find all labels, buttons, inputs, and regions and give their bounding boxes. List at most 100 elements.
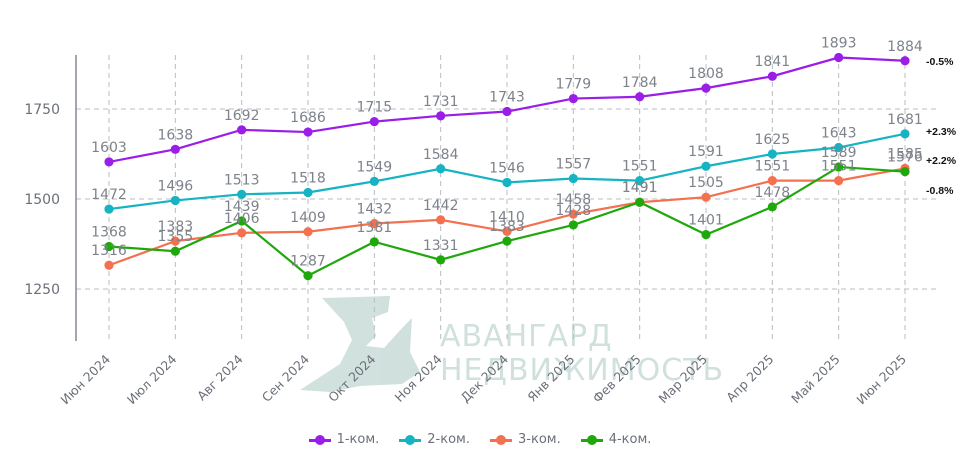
data-point[interactable]: [104, 204, 114, 214]
data-label: 1625: [755, 132, 791, 148]
data-label: 1546: [489, 160, 525, 176]
data-point[interactable]: [237, 216, 247, 226]
data-label: 1491: [622, 180, 658, 196]
data-point[interactable]: [701, 230, 711, 240]
data-point[interactable]: [701, 83, 711, 93]
data-point[interactable]: [568, 173, 578, 184]
data-point[interactable]: [104, 241, 114, 252]
data-label: 1576: [887, 150, 923, 166]
data-label: 1692: [224, 108, 260, 124]
data-label: 1893: [821, 36, 857, 52]
data-point[interactable]: [170, 246, 180, 256]
change-label: +2.3%: [926, 126, 957, 138]
data-label: 1478: [755, 185, 791, 201]
data-point[interactable]: [568, 93, 578, 104]
data-point[interactable]: [369, 218, 379, 229]
data-label: 1784: [622, 75, 658, 91]
data-point[interactable]: [303, 127, 313, 137]
data-point[interactable]: [369, 117, 379, 127]
data-point[interactable]: [303, 227, 313, 237]
watermark-line2: НЕДВИЖИМОСТЬ: [440, 353, 724, 388]
y-tick-label: 1500: [24, 192, 60, 208]
data-point[interactable]: [635, 176, 645, 186]
data-point[interactable]: [502, 177, 512, 188]
data-point[interactable]: [767, 149, 777, 159]
data-point[interactable]: [170, 236, 180, 246]
data-point[interactable]: [303, 187, 313, 198]
legend-label: 3-ком.: [518, 432, 561, 447]
data-point[interactable]: [834, 162, 844, 172]
data-label: 1584: [423, 147, 459, 163]
data-point[interactable]: [369, 237, 379, 247]
data-label: 1287: [290, 254, 326, 270]
data-point[interactable]: [568, 220, 578, 230]
data-label: 1401: [688, 213, 724, 229]
data-label: 1496: [158, 178, 194, 194]
legend-marker-icon: [580, 434, 603, 445]
data-label: 1551: [755, 159, 791, 175]
data-label: 1316: [91, 243, 127, 259]
data-point[interactable]: [436, 255, 446, 265]
data-label: 1513: [224, 172, 260, 188]
data-point[interactable]: [237, 125, 247, 135]
data-point[interactable]: [635, 197, 645, 207]
data-point[interactable]: [900, 129, 910, 139]
legend-item[interactable]: 1-ком.: [308, 432, 380, 447]
data-label: 1808: [688, 66, 724, 82]
data-label: 1884: [887, 39, 923, 55]
series-lines: [104, 52, 910, 281]
data-point[interactable]: [900, 56, 910, 66]
legend-item[interactable]: 4-ком.: [580, 432, 652, 447]
legend-item[interactable]: 3-ком.: [490, 432, 561, 447]
knight-icon: [300, 296, 420, 392]
data-point[interactable]: [237, 228, 247, 238]
data-point[interactable]: [635, 92, 645, 102]
y-tick-label: 1250: [24, 282, 60, 298]
data-label: 1491: [622, 180, 658, 196]
y-axis-ticks: 1250 1500 1750: [24, 102, 60, 298]
data-point[interactable]: [502, 236, 512, 246]
data-point[interactable]: [237, 189, 247, 199]
legend-label: 4-ком.: [608, 432, 652, 447]
data-label: 1439: [224, 199, 260, 215]
data-point[interactable]: [701, 161, 711, 171]
data-point[interactable]: [568, 209, 578, 219]
data-point[interactable]: [170, 144, 180, 154]
data-point[interactable]: [767, 71, 777, 81]
data-label: 1589: [821, 145, 857, 161]
data-point[interactable]: [436, 215, 446, 225]
legend-marker-icon: [399, 434, 422, 445]
data-point[interactable]: [104, 157, 114, 167]
x-tick-label: Май 2025: [788, 352, 843, 407]
data-point[interactable]: [701, 192, 711, 202]
legend-item[interactable]: 2-ком.: [399, 432, 470, 447]
data-point[interactable]: [767, 202, 777, 212]
legend: 1-ком. 2-ком. 3-ком. 4-ком.: [0, 432, 960, 447]
data-labels: 1603 1638 1692 1686 1715 1731 1743 1779 1784 1808…: [91, 36, 923, 270]
data-point[interactable]: [104, 260, 114, 270]
data-point[interactable]: [502, 106, 512, 117]
data-label: 1518: [290, 171, 326, 187]
data-label: 1381: [357, 220, 393, 236]
data-point[interactable]: [834, 176, 844, 186]
line-chart: АВАНГАРД НЕДВИЖИМОСТЬ 1250 1500 1750 Июн 2…: [24, 36, 957, 408]
legend-label: 1-ком.: [336, 432, 380, 447]
data-label: 1406: [224, 211, 260, 227]
data-point[interactable]: [900, 167, 910, 177]
data-point[interactable]: [767, 176, 777, 186]
data-point[interactable]: [834, 52, 844, 63]
data-point[interactable]: [436, 164, 446, 174]
data-point[interactable]: [303, 271, 313, 281]
data-label: 1368: [91, 225, 127, 241]
change-label: -0.5%: [926, 56, 954, 68]
data-label: 1779: [556, 77, 592, 93]
data-point[interactable]: [436, 111, 446, 121]
legend-label: 2-ком.: [427, 432, 470, 447]
data-point[interactable]: [834, 142, 844, 153]
data-point[interactable]: [170, 195, 180, 206]
data-point[interactable]: [502, 226, 512, 236]
grid: [76, 55, 940, 341]
data-label: 1557: [556, 156, 592, 172]
data-point[interactable]: [369, 176, 379, 186]
data-label: 1591: [688, 144, 724, 160]
